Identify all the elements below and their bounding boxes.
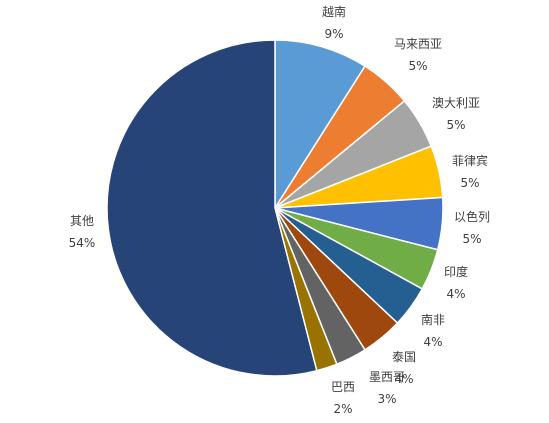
pie-slice-11 — [106, 39, 318, 377]
slice-label-name: 南非 — [421, 312, 445, 327]
labels-layer: 越南9%马来西亚5%澳大利亚5%菲律宾5%以色列5%印度4%南非4%泰国4%墨西… — [69, 4, 490, 416]
slice-label-value: 54% — [69, 236, 96, 250]
slice-label-value: 2% — [333, 402, 352, 416]
slice-label-name: 泰国 — [392, 350, 416, 364]
slice-label-value: 5% — [446, 118, 465, 132]
slices-layer — [106, 39, 444, 377]
slice-label-name: 越南 — [322, 4, 346, 19]
slice-label-name: 其他 — [70, 214, 94, 228]
slice-label-name: 以色列 — [454, 210, 490, 224]
slice-label-name: 墨西哥 — [369, 370, 405, 384]
slice-label-value: 5% — [460, 176, 479, 190]
slice-label-name: 巴西 — [331, 380, 355, 394]
slice-label-name: 菲律宾 — [452, 153, 488, 168]
slice-label-value: 4% — [423, 335, 442, 349]
slice-label-value: 3% — [377, 392, 396, 406]
slice-label-name: 印度 — [444, 264, 468, 279]
slice-label-name: 澳大利亚 — [432, 96, 480, 110]
slice-label-value: 5% — [408, 59, 427, 73]
pie-slice-1 — [274, 39, 367, 211]
slice-label-name: 马来西亚 — [394, 37, 442, 51]
slice-label-value: 5% — [462, 232, 481, 246]
slice-label-value: 4% — [446, 287, 465, 301]
slice-label-value: 9% — [324, 27, 343, 41]
slice-label-value: 4% — [394, 372, 413, 386]
